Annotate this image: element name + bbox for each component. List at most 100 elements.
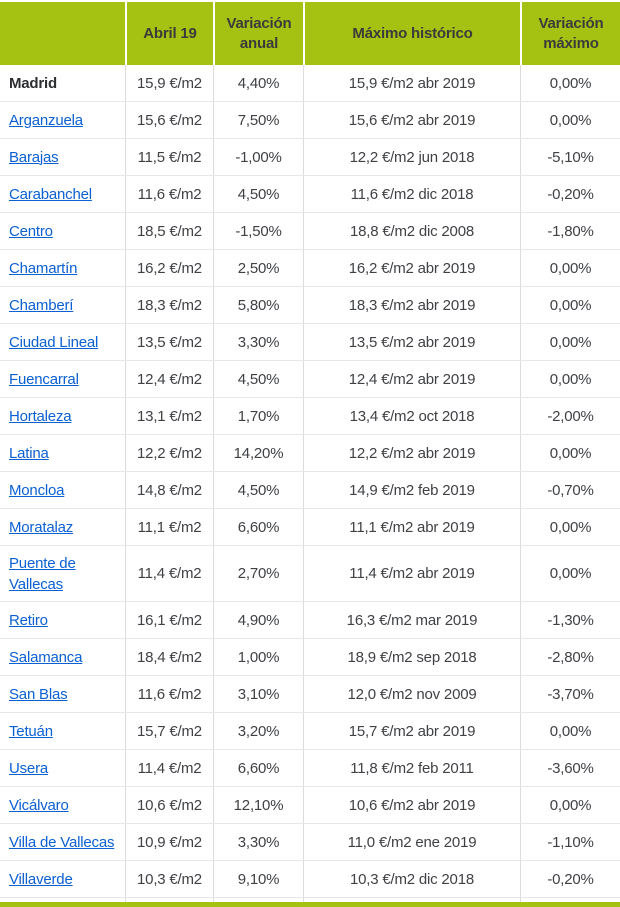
max-variation-cell: 0,00% [520, 787, 620, 823]
table-row: Fuencarral 12,4 €/m2 4,50% 12,4 €/m2 abr… [0, 361, 620, 398]
historic-max-cell: 10,6 €/m2 abr 2019 [303, 787, 520, 823]
district-name-cell: Salamanca [0, 639, 125, 675]
historic-max-cell: 18,8 €/m2 dic 2008 [303, 213, 520, 249]
district-link[interactable]: Chamartín [9, 259, 78, 277]
max-variation-cell: -1,80% [520, 213, 620, 249]
top-margin [0, 0, 620, 2]
price-cell: 11,5 €/m2 [125, 139, 213, 175]
district-link[interactable]: Arganzuela [9, 111, 83, 129]
table-footer-bar [0, 902, 620, 907]
district-link[interactable]: Retiro [9, 611, 48, 629]
max-variation-cell: -1,30% [520, 602, 620, 638]
max-variation-cell: -3,70% [520, 676, 620, 712]
historic-max-cell: 15,6 €/m2 abr 2019 [303, 102, 520, 138]
historic-max-cell: 18,9 €/m2 sep 2018 [303, 639, 520, 675]
max-variation-cell: 0,00% [520, 361, 620, 397]
max-variation-cell: 0,00% [520, 287, 620, 323]
historic-max-cell: 10,3 €/m2 dic 2018 [303, 861, 520, 897]
table-row: Arganzuela 15,6 €/m2 7,50% 15,6 €/m2 abr… [0, 102, 620, 139]
historic-max-cell: 15,7 €/m2 abr 2019 [303, 713, 520, 749]
district-name-cell: Arganzuela [0, 102, 125, 138]
table-row: Usera 11,4 €/m2 6,60% 11,8 €/m2 feb 2011… [0, 750, 620, 787]
district-link[interactable]: Villaverde [9, 870, 73, 888]
price-cell: 18,4 €/m2 [125, 639, 213, 675]
district-link[interactable]: Latina [9, 444, 49, 462]
annual-variation-cell: 2,50% [213, 250, 303, 286]
table-row: Chamberí 18,3 €/m2 5,80% 18,3 €/m2 abr 2… [0, 287, 620, 324]
table-row: Salamanca 18,4 €/m2 1,00% 18,9 €/m2 sep … [0, 639, 620, 676]
district-link[interactable]: San Blas [9, 685, 68, 703]
annual-variation-cell: 6,60% [213, 509, 303, 545]
table-row: Chamartín 16,2 €/m2 2,50% 16,2 €/m2 abr … [0, 250, 620, 287]
district-name-cell: Tetuán [0, 713, 125, 749]
price-cell: 12,2 €/m2 [125, 435, 213, 471]
annual-variation-cell: 7,50% [213, 102, 303, 138]
price-cell: 13,5 €/m2 [125, 324, 213, 360]
max-variation-cell: 0,00% [520, 546, 620, 601]
header-cell-maximo-historico: Máximo histórico [303, 2, 520, 65]
district-link[interactable]: Villa de Vallecas [9, 833, 115, 851]
district-link[interactable]: Carabanchel [9, 185, 92, 203]
price-cell: 18,3 €/m2 [125, 287, 213, 323]
annual-variation-cell: 2,70% [213, 546, 303, 601]
price-cell: 11,6 €/m2 [125, 676, 213, 712]
district-name-cell: Villa de Vallecas [0, 824, 125, 860]
district-link[interactable]: Usera [9, 759, 49, 777]
district-link[interactable]: Moncloa [9, 481, 65, 499]
table-row: Tetuán 15,7 €/m2 3,20% 15,7 €/m2 abr 201… [0, 713, 620, 750]
city-total-label: Madrid [9, 74, 57, 92]
price-cell: 15,6 €/m2 [125, 102, 213, 138]
historic-max-cell: 11,0 €/m2 ene 2019 [303, 824, 520, 860]
price-cell: 11,6 €/m2 [125, 176, 213, 212]
district-name-cell: San Blas [0, 676, 125, 712]
district-link[interactable]: Hortaleza [9, 407, 72, 425]
district-link[interactable]: Tetuán [9, 722, 53, 740]
district-link[interactable]: Barajas [9, 148, 59, 166]
table-row: Carabanchel 11,6 €/m2 4,50% 11,6 €/m2 di… [0, 176, 620, 213]
district-name-cell: Fuencarral [0, 361, 125, 397]
annual-variation-cell: 3,30% [213, 824, 303, 860]
table-row: San Blas 11,6 €/m2 3,10% 12,0 €/m2 nov 2… [0, 676, 620, 713]
header-cell-variacion-maximo: Variación máximo [520, 2, 620, 65]
district-name-cell: Chamartín [0, 250, 125, 286]
price-cell: 15,7 €/m2 [125, 713, 213, 749]
historic-max-cell: 12,2 €/m2 jun 2018 [303, 139, 520, 175]
price-cell: 10,3 €/m2 [125, 861, 213, 897]
district-link[interactable]: Vicálvaro [9, 796, 69, 814]
district-name-cell: Puente de Vallecas [0, 546, 125, 601]
historic-max-cell: 18,3 €/m2 abr 2019 [303, 287, 520, 323]
historic-max-cell: 12,0 €/m2 nov 2009 [303, 676, 520, 712]
district-link[interactable]: Moratalaz [9, 518, 74, 536]
max-variation-cell: -2,80% [520, 639, 620, 675]
district-link[interactable]: Salamanca [9, 648, 83, 666]
district-name-cell: Ciudad Lineal [0, 324, 125, 360]
annual-variation-cell: 9,10% [213, 861, 303, 897]
annual-variation-cell: 12,10% [213, 787, 303, 823]
price-cell: 10,9 €/m2 [125, 824, 213, 860]
district-name-cell: Usera [0, 750, 125, 786]
price-cell: 11,4 €/m2 [125, 546, 213, 601]
max-variation-cell: 0,00% [520, 324, 620, 360]
annual-variation-cell: 5,80% [213, 287, 303, 323]
district-link[interactable]: Chamberí [9, 296, 74, 314]
max-variation-cell: 0,00% [520, 102, 620, 138]
historic-max-cell: 13,4 €/m2 oct 2018 [303, 398, 520, 434]
district-link[interactable]: Fuencarral [9, 370, 79, 388]
historic-max-cell: 11,4 €/m2 abr 2019 [303, 546, 520, 601]
table-row: Villa de Vallecas 10,9 €/m2 3,30% 11,0 €… [0, 824, 620, 861]
district-name-cell: Chamberí [0, 287, 125, 323]
district-link[interactable]: Ciudad Lineal [9, 333, 99, 351]
header-cell-abril19: Abril 19 [125, 2, 213, 65]
header-cell-district [0, 2, 125, 65]
historic-max-cell: 14,9 €/m2 feb 2019 [303, 472, 520, 508]
table-row: Hortaleza 13,1 €/m2 1,70% 13,4 €/m2 oct … [0, 398, 620, 435]
annual-variation-cell: 4,40% [213, 65, 303, 101]
district-link[interactable]: Centro [9, 222, 53, 240]
district-link[interactable]: Puente de Vallecas [9, 554, 76, 593]
price-cell: 16,1 €/m2 [125, 602, 213, 638]
historic-max-cell: 16,3 €/m2 mar 2019 [303, 602, 520, 638]
table-row: Moncloa 14,8 €/m2 4,50% 14,9 €/m2 feb 20… [0, 472, 620, 509]
district-name-cell: Retiro [0, 602, 125, 638]
max-variation-cell: 0,00% [520, 435, 620, 471]
